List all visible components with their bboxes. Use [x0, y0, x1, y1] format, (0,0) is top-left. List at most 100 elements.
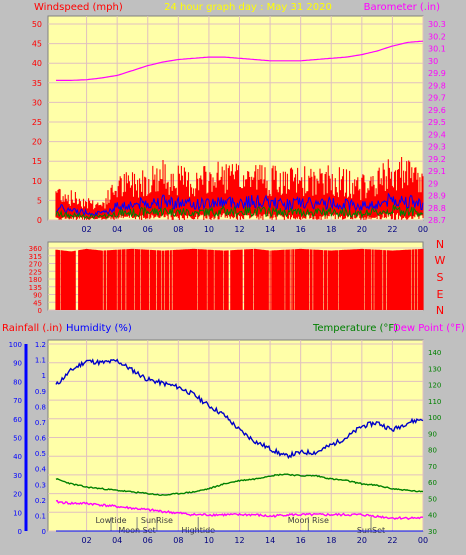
windspeed-tick-label: 45 — [32, 40, 42, 49]
barometer-tick-label: 30 — [428, 57, 438, 66]
wind-axes: 0 5 10 15 20 25 30 35 40 45 50 28.7 28.8 28.9 29 29.1 29… — [32, 20, 446, 234]
weather-series — [55, 358, 424, 532]
barometer-tick-label: 29.8 — [428, 81, 446, 90]
chart-title: 24 hour graph day : May 31 2020 — [164, 2, 332, 13]
wind-x-tick-label: 22 — [387, 225, 397, 234]
weather-x-tick-label: 14 — [265, 536, 275, 545]
direction-tick-label: 135 — [29, 284, 42, 292]
event-label: SunRise — [141, 516, 173, 525]
dewpoint-series — [55, 499, 424, 521]
windspeed-tick-label: 50 — [32, 20, 42, 29]
temperature-tick-label: 40 — [428, 512, 437, 520]
direction-tick-label: 0 — [38, 307, 42, 315]
windspeed-tick-label: 25 — [32, 118, 42, 127]
wind-x-tick-label: 08 — [173, 225, 183, 234]
barometer-axis-title: Barometer (.in) — [364, 2, 440, 13]
barometer-tick-label: 29.2 — [428, 155, 446, 164]
windspeed-tick-label: 5 — [37, 196, 42, 205]
humidity-tick-label: 10 — [13, 509, 22, 517]
windspeed-tick-label: 20 — [32, 138, 42, 147]
temperature-tick-label: 140 — [428, 349, 441, 357]
wind-x-tick-label: 18 — [326, 225, 336, 234]
humidity-tick-label: 20 — [13, 491, 22, 499]
wind-x-tick-label: 14 — [265, 225, 275, 234]
rainfall-tick-label: 0.7 — [35, 419, 46, 427]
barometer-tick-label: 29.9 — [428, 69, 446, 78]
temperature-tick-label: 60 — [428, 479, 437, 487]
event-label: Lowtide — [95, 516, 126, 525]
weather-x-tick-label: 06 — [143, 536, 153, 545]
humidity-series — [55, 358, 424, 460]
rainfall-tick-label: 0.4 — [35, 466, 47, 474]
wind-x-tick-label: 02 — [81, 225, 91, 234]
barometer-tick-label: 30.1 — [428, 45, 446, 54]
temperature-tick-label: 130 — [428, 365, 441, 373]
wind-series — [55, 40, 424, 220]
direction-tick-label: 180 — [29, 276, 42, 284]
humidity-tick-label: 100 — [9, 341, 22, 349]
wind-average-series — [55, 192, 424, 217]
weather-plot-area — [47, 339, 424, 532]
compass-label-n-top: N — [436, 238, 444, 251]
weather-x-tick-label: 12 — [234, 536, 244, 545]
barometer-tick-label: 28.7 — [428, 216, 446, 225]
rainfall-tick-label: 1.1 — [35, 357, 46, 365]
weather-x-tick-label: 04 — [112, 536, 122, 545]
weather-x-tick-label: 10 — [204, 536, 214, 545]
wind-x-tick-label: 20 — [357, 225, 367, 234]
rainfall-tick-label: 0.5 — [35, 450, 46, 458]
direction-tick-label: 360 — [29, 245, 42, 253]
barometer-tick-label: 28.8 — [428, 204, 446, 213]
wind-x-tick-label: 00 — [418, 225, 428, 234]
barometer-tick-label: 29.4 — [428, 130, 446, 139]
barometer-tick-label: 29.7 — [428, 94, 446, 103]
windspeed-tick-label: 0 — [37, 216, 42, 225]
windspeed-axis-title: Windspeed (mph) — [34, 2, 123, 13]
humidity-tick-label: 80 — [13, 378, 22, 386]
humidity-tick-label: 40 — [13, 453, 22, 461]
windspeed-tick-label: 30 — [32, 98, 42, 107]
temperature-tick-label: 50 — [428, 495, 437, 503]
compass-label-n-bottom: N — [436, 304, 444, 317]
rainfall-tick-label: 0.9 — [35, 388, 46, 396]
direction-tick-label: 45 — [33, 299, 42, 307]
rainfall-tick-label: 0.6 — [35, 435, 47, 443]
compass-label-w: W — [435, 254, 446, 267]
weather-x-tick-label: 02 — [81, 536, 91, 545]
humidity-tick-label: 0 — [18, 528, 22, 536]
rainfall-tick-label: 0 — [42, 528, 46, 536]
humidity-tick-label: 50 — [13, 435, 22, 443]
weather-x-tick-label: 18 — [326, 536, 336, 545]
rainfall-tick-label: 1.2 — [35, 341, 46, 349]
barometer-tick-label: 29.6 — [428, 106, 446, 115]
weather-x-tick-label: 20 — [357, 536, 367, 545]
weather-x-tick-label: 08 — [173, 536, 183, 545]
weather-axes: 010203040506070809010000.10.20.30.40.50.… — [9, 341, 442, 545]
humidity-tick-label: 60 — [13, 416, 22, 424]
temperature-tick-label: 30 — [428, 528, 437, 536]
wind-x-tick-label: 16 — [296, 225, 306, 234]
wind-direction-series — [55, 248, 424, 310]
barometer-tick-label: 29.5 — [428, 118, 446, 127]
direction-tick-label: 90 — [33, 292, 42, 300]
temperature-tick-label: 120 — [428, 382, 441, 390]
temperature-tick-label: 70 — [428, 463, 437, 471]
dewpoint-axis-title: Dew Point (°F) — [393, 323, 465, 334]
compass-label-s: S — [437, 271, 444, 284]
temperature-series — [55, 473, 424, 497]
humidity-tick-label: 70 — [13, 397, 22, 405]
rainfall-tick-label: 0.8 — [35, 403, 46, 411]
weather-x-tick-label: 00 — [418, 536, 428, 545]
barometer-tick-label: 30.2 — [428, 32, 446, 41]
barometer-series — [56, 40, 424, 81]
rainfall-axis-title: Rainfall (.in) — [2, 323, 63, 334]
temperature-tick-label: 110 — [428, 398, 441, 406]
weather-x-tick-label: 22 — [387, 536, 397, 545]
temperature-axis-title: Temperature (°F) — [312, 323, 398, 334]
barometer-tick-label: 29 — [428, 179, 438, 188]
event-label: Moon Rise — [288, 516, 329, 525]
temperature-tick-label: 90 — [428, 430, 437, 438]
direction-tick-label: 270 — [29, 261, 42, 269]
